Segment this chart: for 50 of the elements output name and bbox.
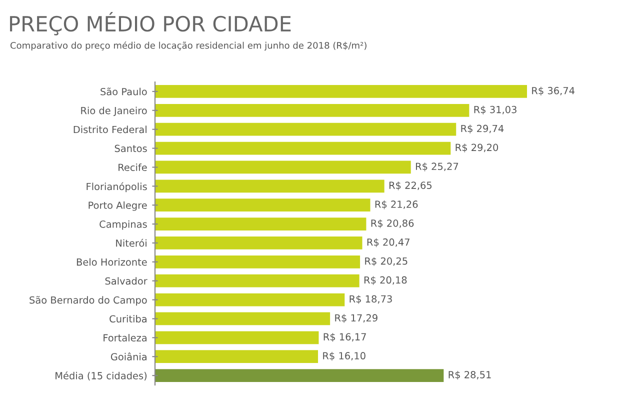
bar	[155, 180, 384, 193]
data-label: R$ 20,86	[371, 219, 414, 228]
y-tick-label: Distrito Federal	[74, 126, 146, 134]
data-label: R$ 31,03	[474, 106, 516, 115]
bar	[155, 198, 370, 212]
y-tick-label: Rio de Janeiro	[81, 106, 147, 116]
y-tick-label: Porto Alegre	[88, 201, 147, 211]
data-label: R$ 36,74	[532, 86, 574, 96]
y-tick-label: Belo Horizonte	[76, 258, 147, 266]
data-label: R$ 20,47	[367, 238, 410, 248]
y-tick-label: São Bernardo do Campo	[30, 296, 147, 306]
y-tick-label: Campinas	[100, 220, 147, 230]
data-label: R$ 28,51	[448, 370, 491, 380]
y-tick-label: Niterói	[116, 238, 146, 247]
y-tick-label: Goiânia	[110, 352, 146, 360]
data-label: R$ 18,73	[350, 295, 392, 304]
bar	[155, 293, 345, 306]
y-tick-label: Fortaleza	[104, 334, 146, 342]
chart-subtitle: Comparativo do preço médio de locação residencial em junho de 2018 (R$/m²)	[10, 41, 366, 51]
bar	[155, 85, 527, 98]
data-label: R$ 22,65	[389, 181, 432, 190]
bar	[155, 274, 360, 288]
bar	[155, 331, 319, 344]
data-label: R$ 25,27	[416, 162, 458, 172]
data-label: R$ 16,17	[324, 332, 366, 342]
bar	[155, 312, 330, 326]
y-tick-label: Recife	[118, 164, 147, 172]
bar	[155, 236, 362, 250]
bar	[155, 160, 411, 174]
bar	[155, 218, 366, 230]
y-tick-label: Curitiba	[110, 315, 146, 323]
data-label: R$ 29,20	[456, 144, 498, 152]
data-label: R$ 29,74	[461, 124, 504, 134]
y-tick-label: Salvador	[105, 277, 148, 285]
data-label: R$ 21,26	[375, 200, 418, 210]
bar	[155, 369, 444, 382]
data-label: R$ 16,10	[323, 352, 366, 361]
bar	[155, 104, 470, 117]
data-label: R$ 20,18	[364, 276, 407, 285]
data-label: R$ 17,29	[335, 314, 378, 323]
y-tick-label: Florianópolis	[86, 182, 147, 192]
bar	[155, 255, 360, 268]
chart-title: PREÇO MÉDIO POR CIDADE	[10, 12, 291, 36]
y-tick-label: São Paulo	[100, 88, 147, 96]
y-tick-label: Média (15 cidades)	[56, 371, 147, 381]
bar	[155, 350, 318, 364]
y-tick-label: Santos	[114, 144, 147, 152]
bar	[155, 122, 456, 136]
data-label: R$ 20,25	[365, 257, 408, 266]
bar	[155, 142, 451, 155]
